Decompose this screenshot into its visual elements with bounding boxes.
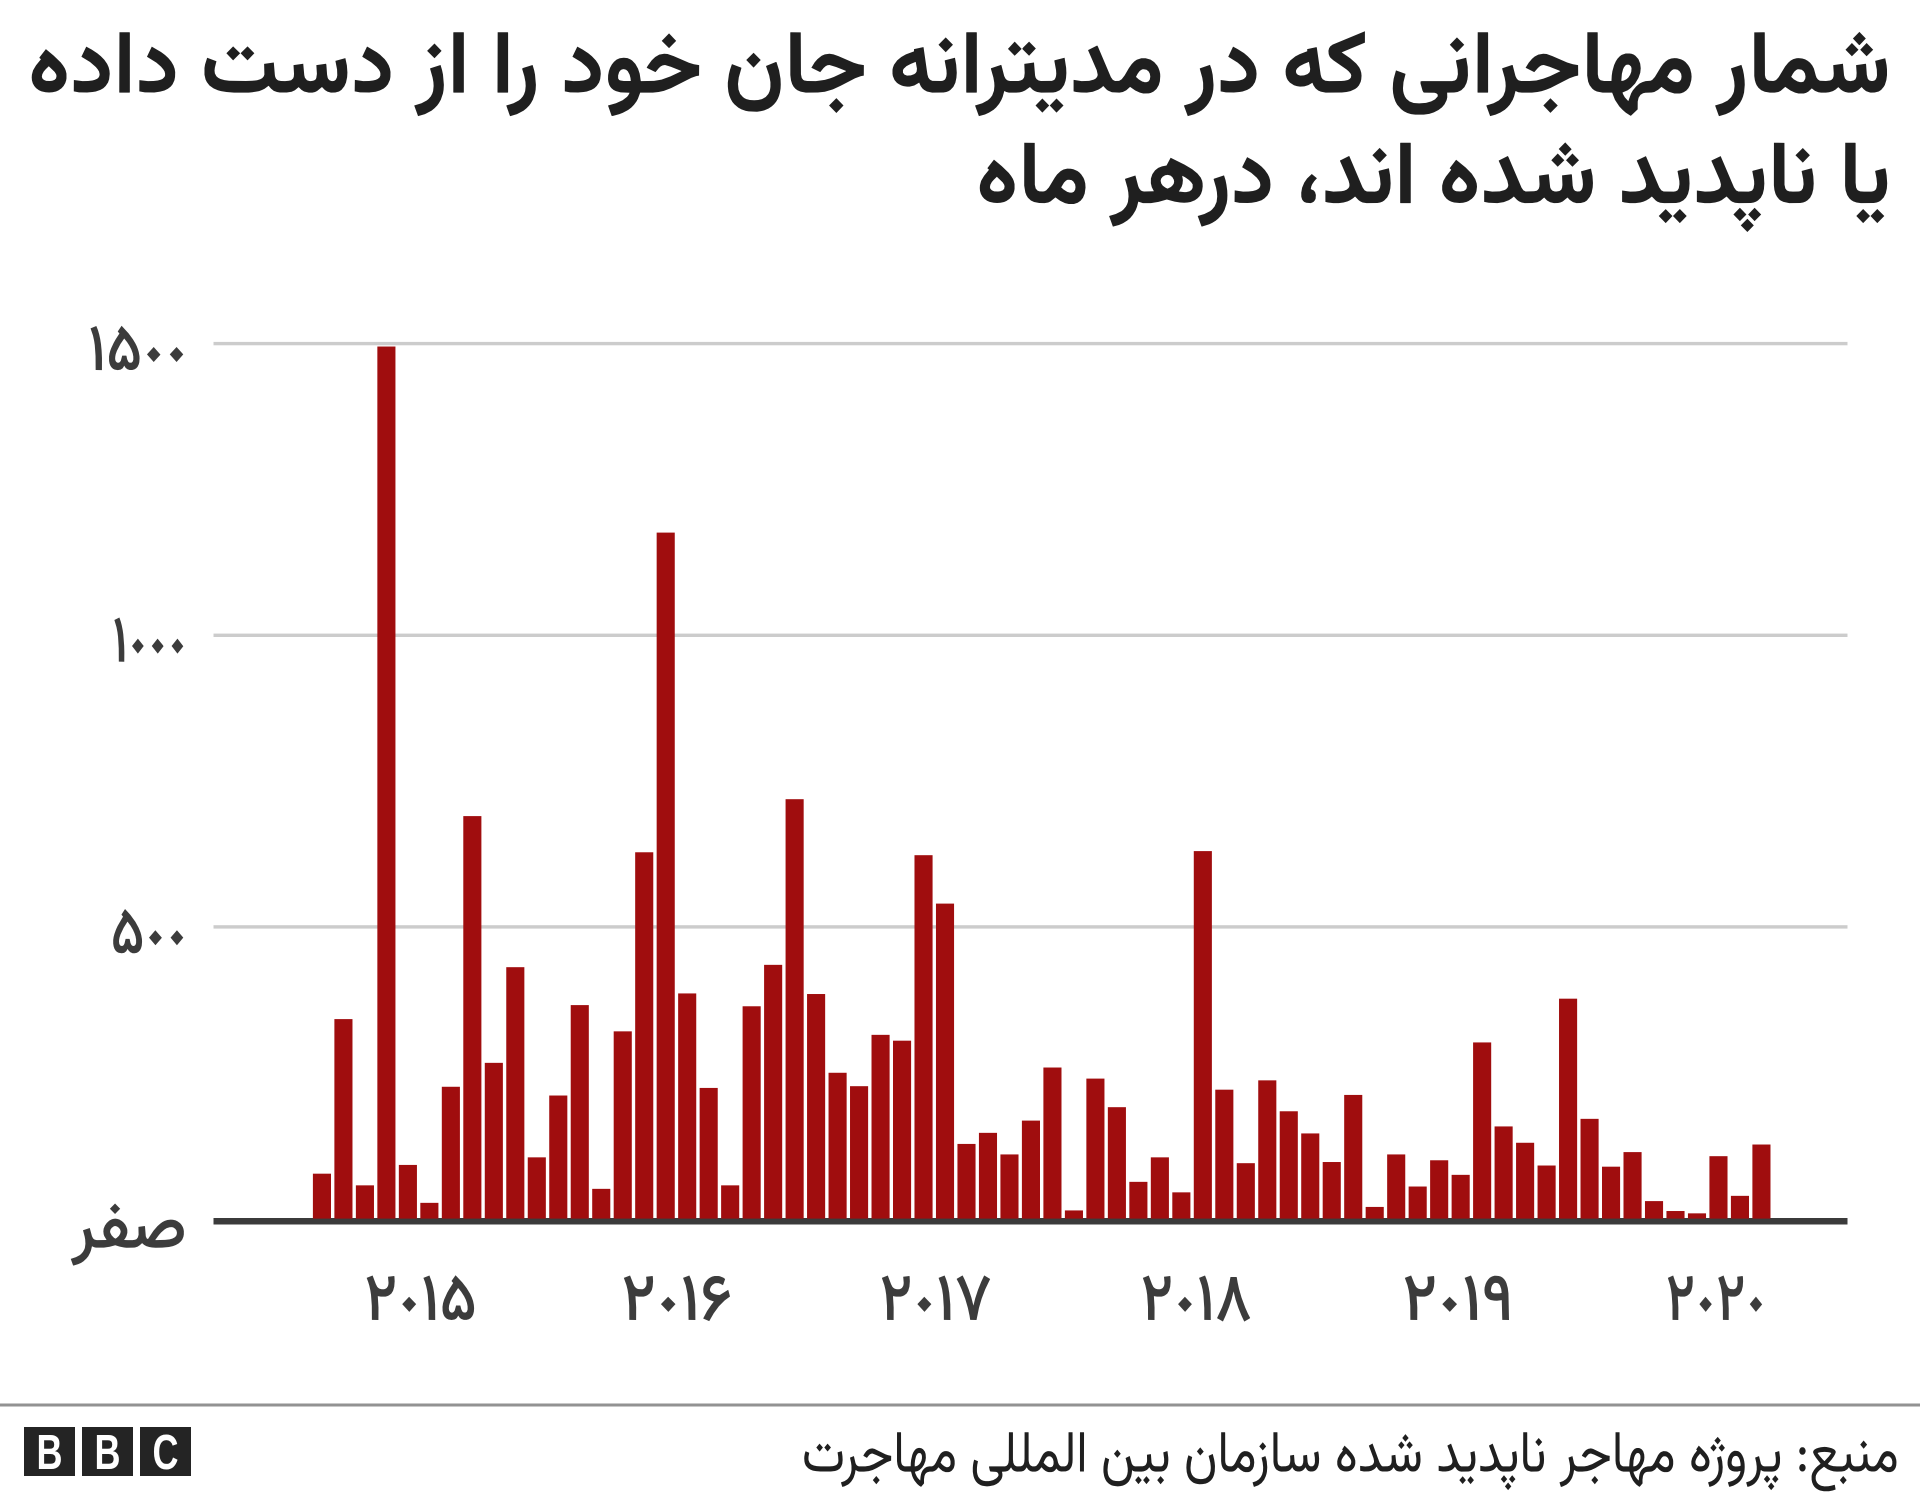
svg-text:B: B [37,1426,63,1480]
svg-text:B: B [95,1426,121,1480]
svg-text:C: C [153,1426,179,1480]
